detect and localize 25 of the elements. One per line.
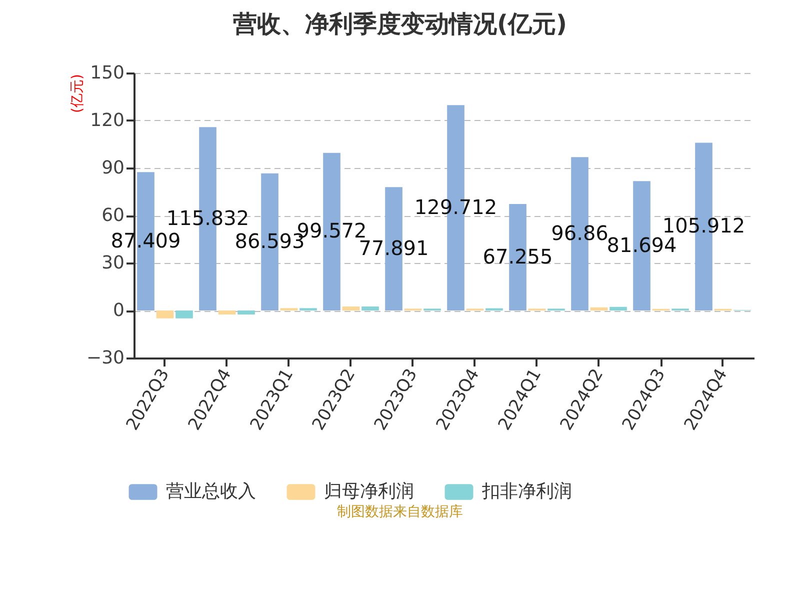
y-tick-label: 30 — [102, 252, 124, 274]
legend-label: 营业总收入 — [166, 481, 256, 502]
y-axis-title: (亿元) — [70, 74, 86, 113]
y-tick-label: 60 — [102, 205, 124, 226]
data-label: 129.712 — [414, 194, 498, 219]
text: 制图数据来自数据库 — [336, 503, 464, 521]
y-tick-label: 90 — [102, 158, 124, 178]
y-tick-label: −30 — [86, 348, 124, 368]
legend-label: 归母净利润 — [324, 481, 414, 502]
y-tick-label: 150 — [90, 62, 124, 84]
data-label: 96.86 — [551, 220, 608, 245]
bar — [238, 310, 255, 314]
bar — [362, 306, 379, 310]
data-label: 67.255 — [482, 244, 553, 268]
data-label: 115.832 — [166, 206, 250, 230]
y-tick-label: 120 — [90, 110, 124, 131]
bar — [218, 310, 236, 314]
bar — [342, 306, 360, 310]
bar — [610, 306, 627, 310]
bar — [590, 307, 608, 310]
legend-label: 扣非净利润 — [481, 481, 572, 502]
chart-title: 营收、净利季度变动情况(亿元) — [232, 9, 568, 40]
bar — [156, 310, 174, 318]
y-tick-label: 0 — [113, 300, 124, 321]
bar — [176, 310, 193, 318]
